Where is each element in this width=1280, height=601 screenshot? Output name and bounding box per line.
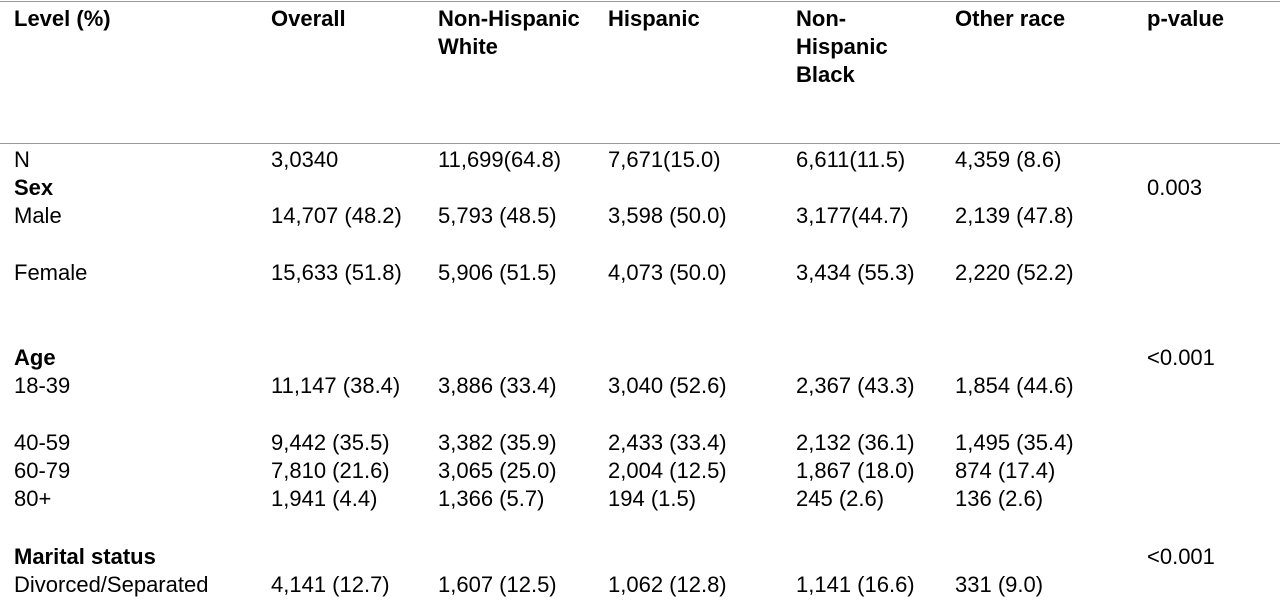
row-divorced-nh-white: 1,607 (12.5) [438, 572, 557, 597]
row-age-18-39-nh-white: 3,886 (33.4) [438, 373, 557, 398]
row-age-40-59-nh-white: 3,382 (35.9) [438, 430, 557, 455]
row-age-18-39-hispanic: 3,040 (52.6) [608, 373, 727, 398]
row-divorced-nh-black: 1,141 (16.6) [796, 572, 915, 597]
row-age-18-39-overall: 11,147 (38.4) [271, 373, 401, 398]
row-male-other: 2,139 (47.8) [955, 203, 1074, 228]
row-age-80-nh-white: 1,366 (5.7) [438, 486, 545, 511]
header-hispanic: Hispanic [608, 6, 700, 31]
table-top-rule [0, 1, 1280, 2]
row-age-18-39-nh-black: 2,367 (43.3) [796, 373, 915, 398]
row-age-40-59-nh-black: 2,132 (36.1) [796, 430, 915, 455]
row-n-label: N [14, 147, 30, 172]
row-age-80-other: 136 (2.6) [955, 486, 1044, 511]
row-n-other: 4,359 (8.6) [955, 147, 1062, 172]
row-age-40-59-hispanic: 2,433 (33.4) [608, 430, 727, 455]
row-female-hispanic: 4,073 (50.0) [608, 260, 727, 285]
row-age-60-79-overall: 7,810 (21.6) [271, 458, 390, 483]
row-age-60-79-nh-black: 1,867 (18.0) [796, 458, 915, 483]
row-divorced-label: Divorced/Separated [14, 572, 209, 597]
header-overall: Overall [271, 6, 346, 31]
row-age-40-59-overall: 9,442 (35.5) [271, 430, 390, 455]
row-age-60-79-other: 874 (17.4) [955, 458, 1056, 483]
row-n-nh-white: 11,699(64.8) [438, 147, 562, 172]
row-age-80-label: 80+ [14, 486, 52, 511]
row-n-nh-black: 6,611(11.5) [796, 147, 906, 172]
section-marital-pvalue: <0.001 [1147, 544, 1215, 569]
row-male-hispanic: 3,598 (50.0) [608, 203, 727, 228]
row-age-18-39-other: 1,854 (44.6) [955, 373, 1074, 398]
row-female-nh-black: 3,434 (55.3) [796, 260, 915, 285]
row-age-80-overall: 1,941 (4.4) [271, 486, 378, 511]
section-age-pvalue: <0.001 [1147, 345, 1215, 370]
row-divorced-hispanic: 1,062 (12.8) [608, 572, 727, 597]
row-age-80-hispanic: 194 (1.5) [608, 486, 697, 511]
row-age-60-79-hispanic: 2,004 (12.5) [608, 458, 727, 483]
row-age-60-79-nh-white: 3,065 (25.0) [438, 458, 557, 483]
header-level: Level (%) [14, 6, 111, 31]
row-n-overall: 3,0340 [271, 147, 339, 172]
section-sex-label: Sex [14, 175, 54, 200]
section-age-label: Age [14, 345, 56, 370]
row-age-18-39-label: 18-39 [14, 373, 71, 398]
row-female-other: 2,220 (52.2) [955, 260, 1074, 285]
row-male-nh-white: 5,793 (48.5) [438, 203, 557, 228]
row-female-label: Female [14, 260, 88, 285]
row-divorced-overall: 4,141 (12.7) [271, 572, 390, 597]
header-non-hispanic-black: Non-Hispanic Black [796, 6, 888, 87]
header-non-hispanic-white: Non-Hispanic White [438, 6, 580, 59]
section-sex-pvalue: 0.003 [1147, 175, 1203, 200]
row-male-label: Male [14, 203, 62, 228]
row-male-overall: 14,707 (48.2) [271, 203, 402, 228]
row-age-40-59-other: 1,495 (35.4) [955, 430, 1074, 455]
row-age-60-79-label: 60-79 [14, 458, 71, 483]
section-marital-label: Marital status [14, 544, 156, 569]
row-male-nh-black: 3,177(44.7) [796, 203, 909, 228]
row-female-nh-white: 5,906 (51.5) [438, 260, 557, 285]
header-bottom-rule [0, 143, 1280, 144]
row-age-80-nh-black: 245 (2.6) [796, 486, 885, 511]
row-female-overall: 15,633 (51.8) [271, 260, 402, 285]
row-n-hispanic: 7,671(15.0) [608, 147, 721, 172]
row-divorced-other: 331 (9.0) [955, 572, 1044, 597]
header-p-value: p-value [1147, 6, 1225, 31]
row-age-40-59-label: 40-59 [14, 430, 71, 455]
header-other-race: Other race [955, 6, 1066, 31]
